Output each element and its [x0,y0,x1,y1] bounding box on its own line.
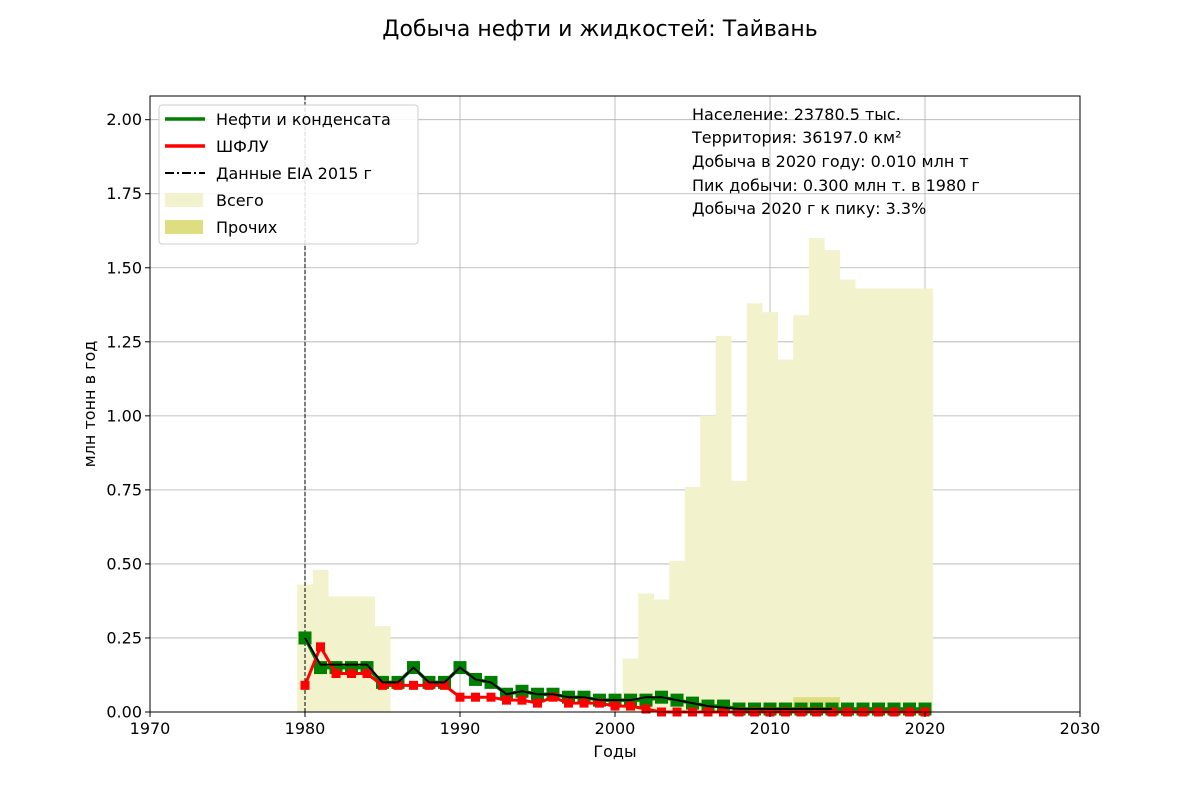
bar-total [793,315,810,712]
x-tick-label: 2030 [1060,719,1101,738]
x-axis-label: Годы [593,742,636,761]
bar-total [700,415,717,712]
series-ngl-point [347,669,356,678]
y-tick-label: 0.00 [106,703,142,722]
series-ngl-point [331,669,341,678]
series-ngl-point [378,680,387,690]
y-tick-label: 0.50 [106,554,142,573]
bar-total [886,288,903,712]
stat-population: Население: 23780.5 тыс. [692,105,901,124]
y-tick-label: 1.75 [106,184,142,203]
bar-total [762,312,779,712]
series-ngl-point [626,701,635,711]
series-ngl-point [471,692,480,702]
x-tick-label: 2020 [905,719,946,738]
bar-total [374,626,391,712]
x-tick-label: 2000 [595,719,636,738]
bar-total [328,596,345,712]
bar-total [731,481,748,712]
series-ngl-point [393,680,403,690]
stat-peak: Пик добычи: 0.300 млн т. в 1980 г [692,176,980,195]
series-ngl-point [548,692,558,702]
series-ngl-point [641,704,651,714]
stats-annotation: Население: 23780.5 тыс. Территория: 3619… [691,105,980,218]
bar-total [808,238,825,712]
series-ngl-point [300,680,310,690]
series-ngl-point [440,680,449,690]
stat-territory: Территория: 36197.0 км² [691,128,902,147]
bar-total [824,250,841,712]
series-ngl-point [316,642,325,652]
y-tick-label: 0.25 [106,628,142,647]
legend-swatch [165,220,203,234]
legend-label: Прочих [216,218,277,237]
x-axis-ticks: 1970 1980 1990 2000 2010 2020 2030 [130,712,1101,738]
series-ngl-point [502,695,511,705]
bar-total [870,288,887,712]
bar-total [653,599,670,712]
series-ngl-point [533,698,542,708]
legend: Нефти и конденсата ШФЛУ Данные EIA 2015 г В… [158,104,419,245]
legend-box [158,104,419,245]
chart-title: Добыча нефти и жидкостей: Тайвань [382,17,817,42]
bar-total [839,279,856,712]
bar-total [777,359,794,712]
x-tick-label: 1970 [130,719,171,738]
y-axis-label: млн тонн в год [80,341,99,468]
stat-production-2020: Добыча в 2020 году: 0.010 млн т [692,152,969,171]
y-tick-label: 0.75 [106,480,142,499]
bars-total [297,238,934,712]
series-ngl-point [362,669,372,678]
series-ngl-point [610,701,620,711]
series-ngl-point [595,698,604,708]
series-ngl-point [579,698,589,708]
bar-total [901,288,918,712]
bar-total [917,288,934,712]
bar-total [343,596,360,712]
bar-total [359,596,376,712]
legend-swatch [165,193,203,207]
stat-ratio: Добыча 2020 г к пику: 3.3% [692,199,926,218]
y-tick-label: 2.00 [106,110,142,129]
legend-label: Всего [216,191,264,210]
series-eia-line [304,637,832,711]
bar-total [746,303,763,712]
legend-label: ШФЛУ [216,137,269,156]
series-ngl-point [517,695,527,705]
y-axis-ticks: 0.00 0.25 0.50 0.75 1.00 1.25 1.50 1.75 2.00 [106,110,150,722]
bar-total [715,335,732,712]
y-tick-label: 1.50 [106,258,142,277]
bar-total [312,569,329,712]
bar-total [638,593,655,712]
bar-total [684,486,701,712]
legend-label: Нефти и конденсата [216,110,391,129]
x-tick-label: 1980 [285,719,326,738]
series-ngl-point [486,692,496,702]
y-tick-label: 1.25 [106,332,142,351]
bar-total [669,560,686,712]
bar-total [855,288,872,712]
x-tick-label: 2010 [750,719,791,738]
x-tick-label: 1990 [440,719,481,738]
series-ngl-point [424,680,434,690]
series-ngl-point [409,680,418,690]
y-tick-label: 1.00 [106,406,142,425]
series-ngl-point [564,698,573,708]
legend-label: Данные EIA 2015 г [216,164,372,183]
series-ngl-point [455,692,465,702]
